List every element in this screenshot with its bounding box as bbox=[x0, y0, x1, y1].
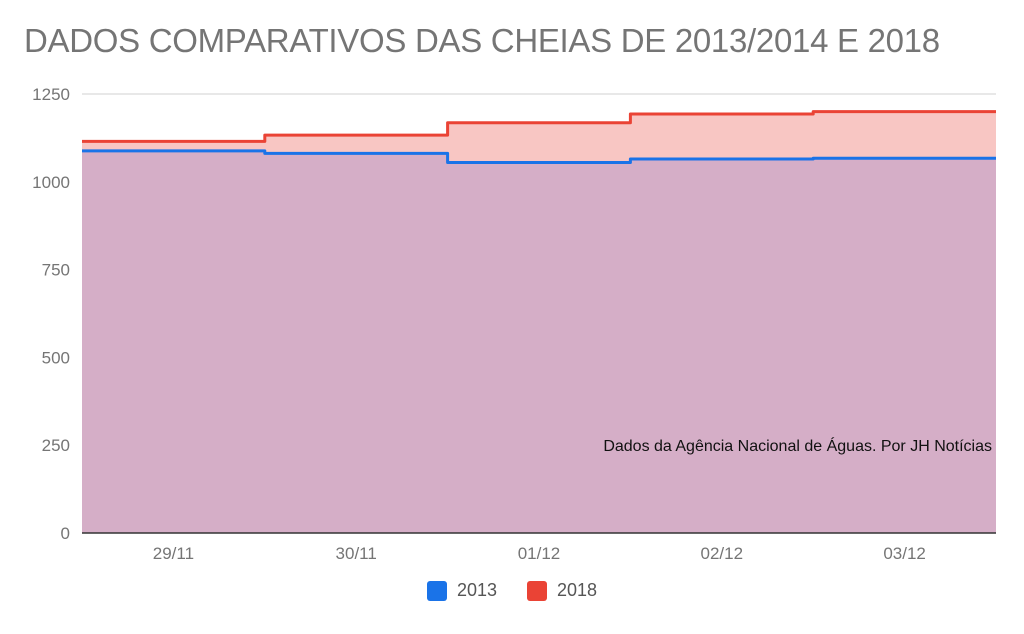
y-tick-label-1250: 1250 bbox=[32, 85, 70, 104]
x-tick-label-03-12: 03/12 bbox=[883, 544, 926, 563]
series-lines bbox=[82, 110, 996, 164]
area-series-2013 bbox=[82, 150, 996, 533]
legend: 2013 2018 bbox=[0, 580, 1024, 601]
series-areas bbox=[82, 111, 996, 533]
x-tick-label-02-12: 02/12 bbox=[701, 544, 744, 563]
legend-label-2018: 2018 bbox=[557, 580, 598, 600]
axes: 0 250 500 750 1000 1250 29/11 30/11 01/12 02/12 03… bbox=[32, 85, 996, 563]
legend-item-2013[interactable]: 2013 bbox=[426, 580, 497, 601]
y-tick-label-1000: 1000 bbox=[32, 173, 70, 192]
source-annotation: Dados da Agência Nacional de Águas. Por … bbox=[603, 436, 992, 455]
line-series-2013 bbox=[82, 149, 996, 164]
legend-label-2013: 2013 bbox=[456, 580, 497, 600]
legend-swatch-2013 bbox=[426, 580, 447, 601]
line-series-2018 bbox=[82, 110, 996, 143]
y-tick-label-500: 500 bbox=[42, 348, 70, 367]
legend-item-2018[interactable]: 2018 bbox=[527, 580, 597, 601]
y-tick-label-0: 0 bbox=[61, 524, 70, 543]
chart-title: DADOS COMPARATIVOS DAS CHEIAS DE 2013/20… bbox=[24, 22, 940, 59]
x-tick-label-01-12: 01/12 bbox=[518, 544, 561, 563]
x-tick-label-29-11: 29/11 bbox=[153, 544, 194, 563]
y-tick-label-750: 750 bbox=[42, 261, 70, 280]
legend-swatch-2018 bbox=[527, 580, 547, 601]
x-tick-label-30-11: 30/11 bbox=[336, 544, 377, 563]
y-tick-label-250: 250 bbox=[42, 436, 70, 455]
